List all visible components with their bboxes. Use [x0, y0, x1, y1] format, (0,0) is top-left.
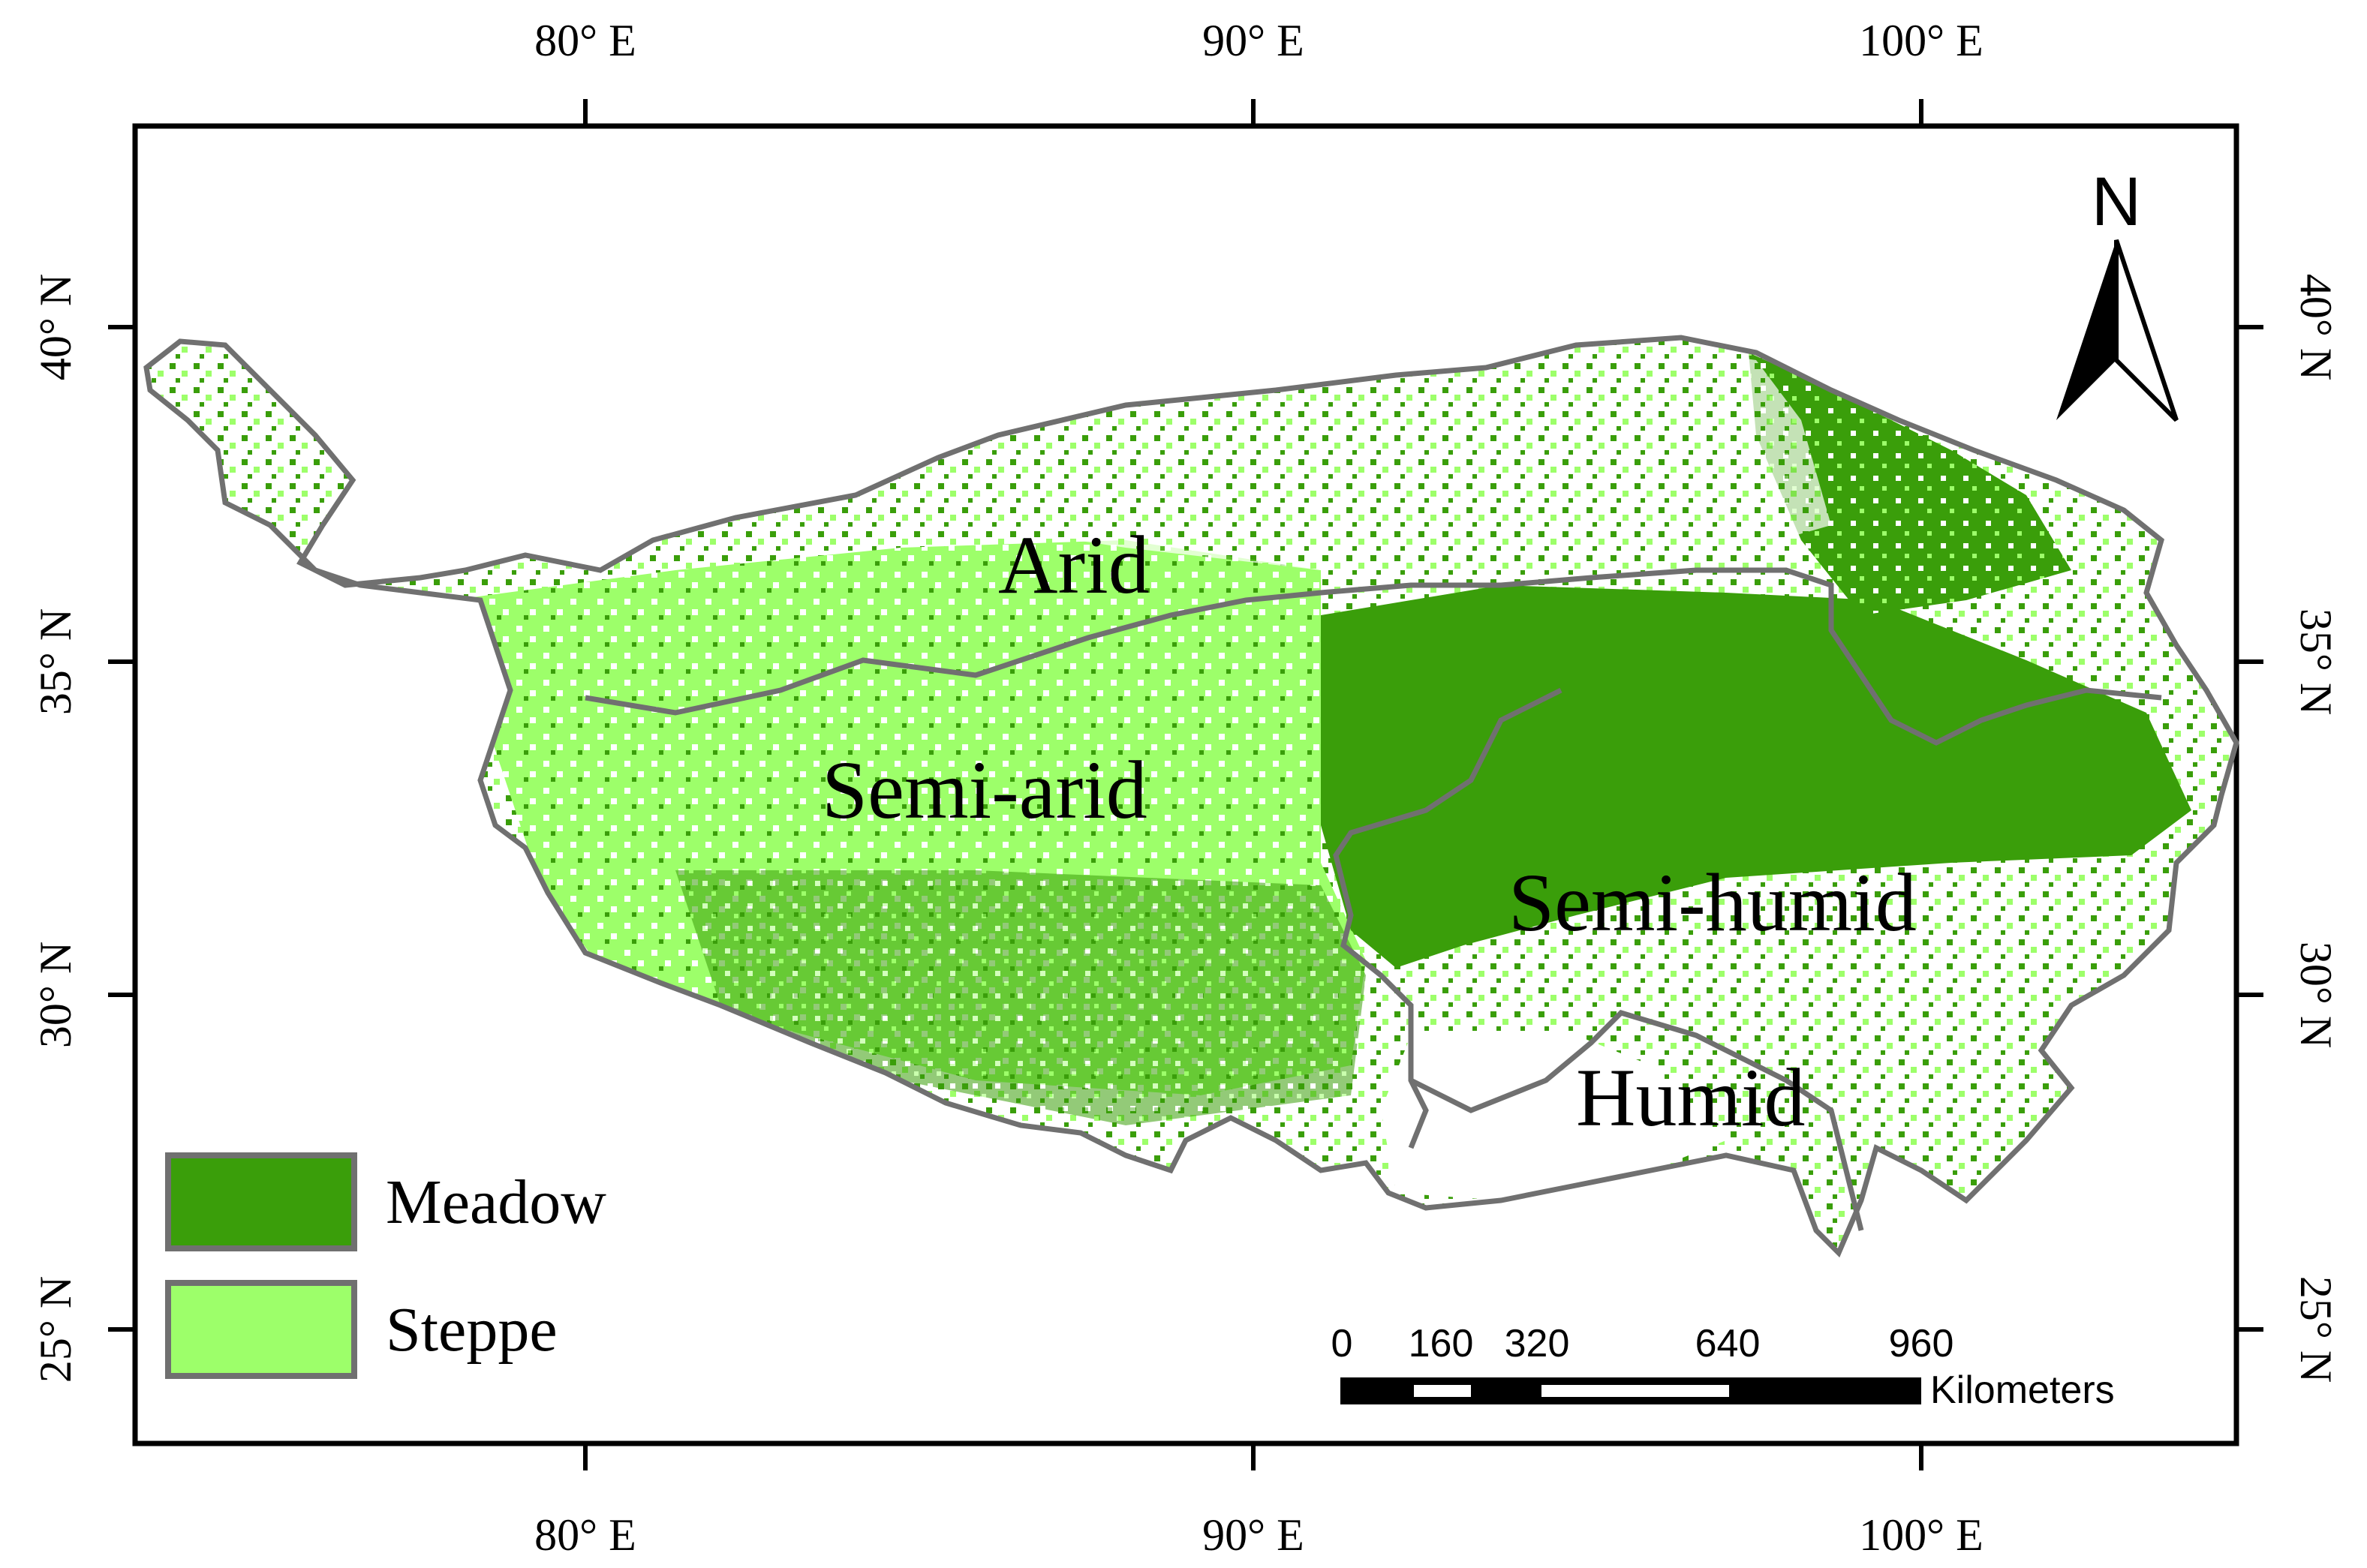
- scale-bar-segment-4: [1541, 1385, 1729, 1397]
- north-arrow-right-half: [2114, 239, 2179, 422]
- north-arrow: N: [2056, 164, 2179, 422]
- lat-label-left: 40° N: [31, 274, 80, 380]
- lat-label-left: 30° N: [31, 942, 80, 1048]
- lat-label-right: 25° N: [2291, 1276, 2341, 1383]
- semi-humid-humid-boundary: [1409, 1010, 1864, 1231]
- latitude-ticks: 40° N 40° N 35° N 35° N 30° N 30° N 25° N 25° N: [31, 274, 2341, 1383]
- lat-label-right: 40° N: [2291, 274, 2341, 380]
- legend: Meadow Steppe: [165, 1152, 606, 1379]
- lon-label-bottom: 100° E: [1859, 1510, 1984, 1560]
- legend-swatch-steppe: [165, 1280, 357, 1379]
- lat-label-right: 35° N: [2291, 608, 2341, 715]
- lat-label-right: 30° N: [2291, 942, 2341, 1048]
- humid-bare-area: [1381, 1035, 1726, 1200]
- zone-label-arid: Arid: [998, 519, 1150, 611]
- scale-tick-640: 640: [1695, 1322, 1761, 1365]
- north-arrow-left-half: [2056, 240, 2116, 420]
- arid-semi-arid-boundary: [585, 567, 2162, 746]
- arid-desert-area: [901, 345, 1831, 570]
- semi-humid-mixed-area: [1576, 870, 2161, 1170]
- lon-label-top: 80° E: [534, 16, 636, 65]
- meadow-core-area: [1321, 585, 2191, 968]
- lat-label-left: 25° N: [31, 1276, 80, 1383]
- lon-label-bottom: 80° E: [534, 1510, 636, 1560]
- scale-bar: 0 160 320 640 960 Kilometers: [1331, 1322, 2115, 1412]
- scale-tick-960: 960: [1889, 1322, 1954, 1365]
- legend-label-steppe: Steppe: [386, 1295, 558, 1365]
- scale-tick-320: 320: [1505, 1322, 1570, 1365]
- lon-label-top: 100° E: [1859, 16, 1984, 65]
- north-arrow-label: N: [2092, 164, 2141, 240]
- scale-tick-160: 160: [1409, 1322, 1474, 1365]
- lon-label-bottom: 90° E: [1202, 1510, 1304, 1560]
- zone-label-semi-arid: Semi-arid: [822, 744, 1147, 836]
- zone-label-semi-humid: Semi-humid: [1508, 857, 1917, 948]
- longitude-ticks: 80° E 80° E 90° E 90° E 100° E 100° E: [534, 16, 1984, 1560]
- scale-bar-segment-2: [1414, 1385, 1471, 1397]
- semi-arid-southern-mix-area: [675, 870, 1366, 1125]
- scale-tick-0: 0: [1331, 1322, 1353, 1365]
- meadow-northeast-area: [1749, 353, 2071, 615]
- zone-label-humid: Humid: [1576, 1052, 1806, 1143]
- scale-unit-label: Kilometers: [1930, 1368, 2115, 1412]
- legend-swatch-meadow: [165, 1152, 357, 1251]
- lon-label-top: 90° E: [1202, 16, 1304, 65]
- legend-label-meadow: Meadow: [386, 1167, 606, 1237]
- lat-label-left: 35° N: [31, 608, 80, 715]
